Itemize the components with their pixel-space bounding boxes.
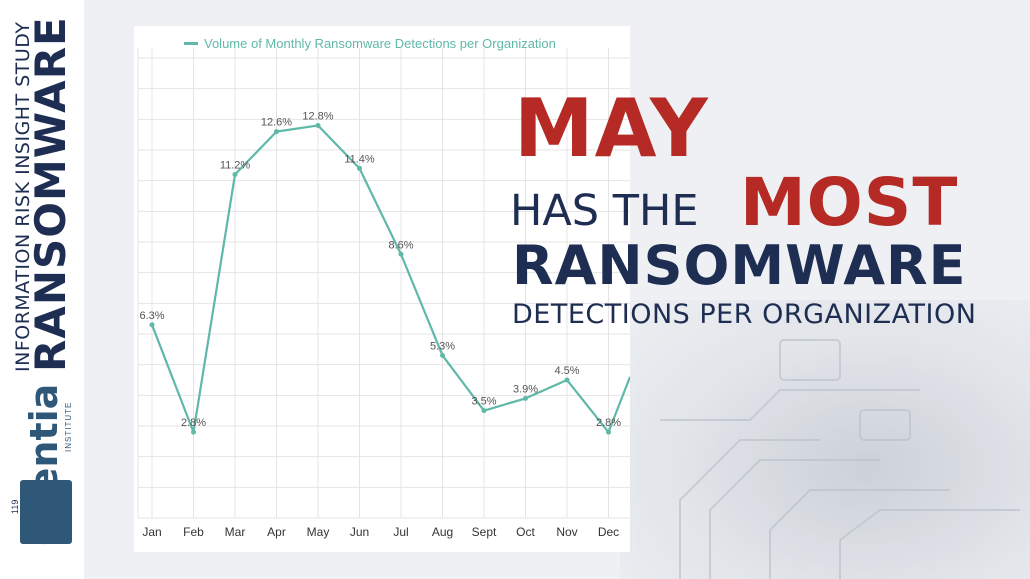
- x-tick-label: Feb: [183, 525, 204, 539]
- data-label: 8.6%: [388, 239, 413, 251]
- headline-has-the: HAS THE: [510, 186, 699, 236]
- x-tick-label: Mar: [225, 525, 246, 539]
- chart-legend: Volume of Monthly Ransomware Detections …: [184, 34, 556, 52]
- data-point: [481, 408, 487, 414]
- series-line: [150, 124, 610, 434]
- data-label: 4.5%: [554, 365, 579, 377]
- data-label: 11.4%: [344, 153, 375, 165]
- logo-subtitle: INSTITUTE: [64, 401, 73, 452]
- data-point: [315, 122, 321, 128]
- x-tick-label: Apr: [267, 525, 286, 539]
- chart-card: 6.3% 2.8% 11.2% 12.6% 12.8% 11.4% 8.6% 5.3% 3.5%…: [134, 26, 630, 552]
- x-tick-label: Jul: [393, 525, 408, 539]
- data-point: [440, 352, 445, 358]
- data-label: 12.6%: [261, 117, 292, 129]
- data-point: [357, 165, 362, 171]
- headline-ransomware: RANSOMWARE: [512, 234, 967, 297]
- x-tick-label: Aug: [432, 525, 453, 539]
- data-label: 12.8%: [302, 110, 333, 122]
- data-label: 3.9%: [513, 383, 538, 395]
- data-point: [523, 395, 528, 401]
- data-label: 11.2%: [220, 160, 251, 172]
- x-tick-label: Jun: [350, 525, 369, 539]
- data-point: [232, 172, 238, 178]
- data-label: 2.8%: [596, 417, 621, 429]
- data-point: [398, 251, 404, 257]
- headline-most: MOST: [740, 164, 959, 241]
- headline-detections: DETECTIONS PER ORGANIZATION: [512, 299, 977, 330]
- x-tick-label: Sept: [472, 525, 497, 539]
- headline-may: MAY: [514, 82, 709, 175]
- data-label: 6.3%: [139, 310, 164, 322]
- data-point: [191, 429, 196, 435]
- data-point: [149, 322, 155, 328]
- line-chart: 6.3% 2.8% 11.2% 12.6% 12.8% 11.4% 8.6% 5.3% 3.5%…: [137, 48, 630, 539]
- data-label: 5.3%: [430, 340, 455, 352]
- logo-number: 119: [10, 499, 20, 514]
- study-title: RANSOMWARE: [26, 16, 75, 372]
- data-label: 2.8%: [181, 417, 206, 429]
- series-line-continuation: [607, 376, 630, 433]
- legend-label: Volume of Monthly Ransomware Detections …: [204, 35, 556, 51]
- data-point: [606, 429, 611, 435]
- data-point: [564, 377, 570, 383]
- cyentia-logo: Cyentia: [22, 383, 66, 546]
- logo-badge: [20, 480, 72, 544]
- x-tick-label: May: [307, 525, 330, 539]
- x-tick-label: Dec: [598, 525, 619, 539]
- x-tick-label: Oct: [516, 525, 535, 539]
- data-point: [274, 129, 279, 135]
- x-tick-label: Nov: [556, 525, 577, 539]
- legend-line-swatch: [184, 41, 198, 45]
- data-label: 3.5%: [471, 396, 496, 408]
- circuit-background: [620, 300, 1030, 579]
- x-tick-label: Jan: [142, 525, 161, 539]
